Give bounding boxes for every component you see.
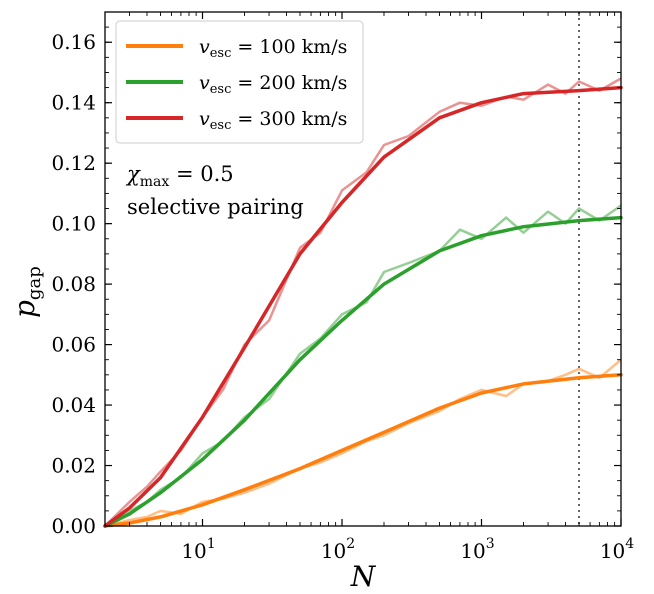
y-tick-label: 0.04 [51,393,96,417]
x-tick-base: 10 [600,539,625,563]
series-1-smooth-line [103,373,623,528]
legend-label-2: vesc = 200 km/s [199,72,347,97]
legend-var-sub: esc [210,82,232,97]
data-layer [103,12,623,528]
x-tick-exponent: 4 [625,536,634,552]
legend-value: = 100 km/s [231,36,347,58]
annotation-symbol-sub: max [140,174,170,190]
x-tick-base: 10 [181,539,206,563]
annotation-value: = 0.5 [169,162,233,186]
x-tick-exponent: 2 [346,536,355,552]
x-tick-base: 10 [460,539,485,563]
y-tick-label: 0.16 [51,30,96,54]
x-axis-label: N [350,560,377,593]
legend-var-sub: esc [210,46,232,61]
legend-value: = 300 km/s [231,108,347,130]
y-axis-label: pgap [8,266,45,318]
legend-var: v [199,72,210,94]
x-tick-label: 103 [460,536,494,563]
y-tick-label: 0.08 [51,272,96,296]
x-tick-base: 10 [321,539,346,563]
y-tick-label: 0.14 [51,91,96,115]
legend-value: = 200 km/s [231,72,347,94]
x-tick-label: 104 [600,536,634,563]
annotation-symbol: χ [125,162,141,186]
series-2-noisy-line [104,204,622,528]
legend-var-sub: esc [210,118,232,133]
legend-box [115,20,364,144]
x-tick-label: 101 [181,536,215,563]
y-tick-label: 0.02 [51,454,96,478]
x-tick-label: 102 [321,536,355,563]
y-axis-label-sub: gap [24,266,45,300]
x-tick-exponent: 1 [207,536,216,552]
legend-var: v [199,36,210,58]
legend-label-1: vesc = 100 km/s [199,36,347,61]
legend-label-3: vesc = 300 km/s [199,108,347,133]
series-3-smooth-line [103,85,623,528]
x-tick-exponent: 3 [486,536,495,552]
y-tick-label: 0.10 [51,212,96,236]
annotation-line-2: selective pairing [127,195,304,219]
y-axis-label-main: p [8,300,41,318]
series-2-smooth-line [103,215,623,528]
y-tick-label: 0.12 [51,151,96,175]
legend-var: v [199,108,210,130]
y-tick-label: 0.06 [51,333,96,357]
annotation-line-1: χmax = 0.5 [125,162,234,190]
y-tick-label: 0.00 [51,514,96,538]
